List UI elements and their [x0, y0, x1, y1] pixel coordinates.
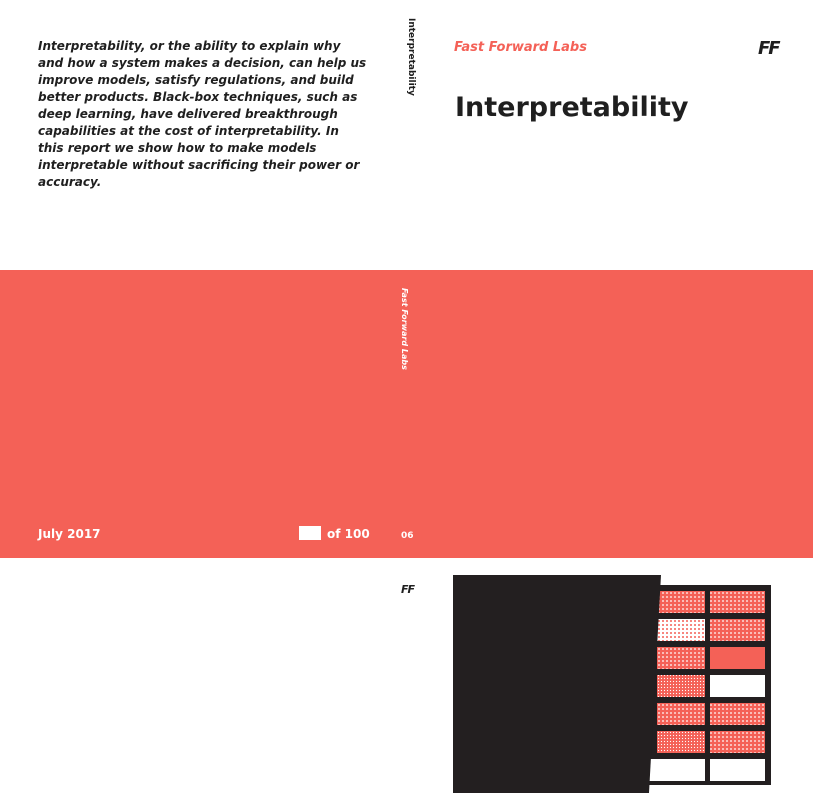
edition-count: of 100 [327, 527, 370, 541]
front-brand: Fast Forward Labs [454, 40, 587, 55]
cover-band: July 2017 of 100 Fast Forward Labs 06 [0, 270, 813, 793]
grid-cell [710, 703, 765, 725]
spine-brand: Fast Forward Labs [400, 288, 409, 370]
grid-cell [710, 591, 765, 613]
back-cover-blurb: Interpretability, or the ability to expl… [38, 39, 367, 189]
grid-cell [657, 591, 705, 613]
grid-cell [710, 675, 765, 697]
cover-title: Interpretability [455, 92, 689, 123]
ff-logo-icon: FF [758, 38, 781, 59]
spine-issue-number: 06 [401, 531, 414, 541]
grid-cell [657, 731, 705, 753]
grid-cell [649, 759, 705, 781]
spine-title: Interpretability [406, 18, 416, 96]
grid-cell [657, 703, 705, 725]
grid-cell [710, 731, 765, 753]
publication-date: July 2017 [38, 527, 101, 541]
ff-logo-small-icon: FF [401, 583, 415, 596]
grid-cell [710, 647, 765, 669]
grid-cell [710, 619, 765, 641]
black-box-shape [453, 575, 661, 793]
grid-cell [710, 759, 765, 781]
grid-cell [657, 675, 705, 697]
cover-artwork [453, 575, 771, 793]
grid-cell [657, 647, 705, 669]
edition-number-box [299, 526, 321, 540]
grid-cell [657, 619, 705, 641]
